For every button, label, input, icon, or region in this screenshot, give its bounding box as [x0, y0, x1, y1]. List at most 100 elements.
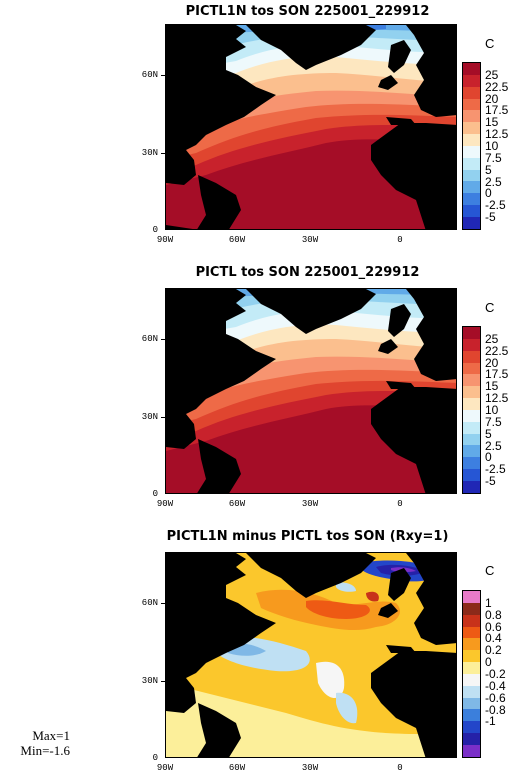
colorbar-swatch: [463, 398, 480, 410]
colorbar-swatch: [463, 445, 480, 458]
colorbar-swatch: [463, 480, 480, 493]
colorbar-swatch: [463, 74, 480, 87]
colorbar-swatch: [463, 193, 480, 206]
colorbar-swatch: [463, 157, 480, 170]
colorbar-label: -0.2: [485, 667, 506, 681]
panel-1-unit: C: [485, 36, 495, 51]
panel-3-lat-60n: 60N: [141, 598, 158, 608]
panel-3-unit: C: [485, 563, 495, 578]
colorbar-label: -0.6: [485, 690, 506, 705]
panel-2-ytick-60: [161, 339, 165, 340]
colorbar-label: 1: [485, 595, 492, 610]
colorbar-label: -2.5: [485, 462, 506, 477]
colorbar-swatch: [463, 98, 480, 111]
colorbar-swatch: [463, 433, 480, 446]
panel-3-lon-90w: 90W: [156, 763, 174, 773]
panel-3-map: [165, 552, 457, 758]
panel-1-lon-0: 0: [397, 235, 403, 245]
panel-2-lon-90w: 90W: [156, 499, 174, 509]
panel-2-lat-0: 0: [152, 489, 158, 499]
colorbar-label: 15: [485, 115, 499, 130]
colorbar-swatch: [463, 638, 480, 651]
colorbar-label: 0: [485, 655, 492, 670]
panel-1-lon-30w: 30W: [301, 235, 319, 245]
colorbar-swatch: [463, 205, 480, 217]
colorbar-swatch: [463, 457, 480, 470]
panel-3-ytick-60: [161, 603, 165, 604]
panel-3-lon-60w: 60W: [228, 763, 246, 773]
colorbar-swatch: [463, 614, 480, 627]
colorbar-swatch: [463, 626, 480, 639]
colorbar-swatch: [463, 469, 480, 481]
colorbar-swatch: [463, 181, 480, 194]
panel-1-lat-0: 0: [152, 225, 158, 235]
panel-2-colorbar: [462, 326, 481, 494]
colorbar-label: -5: [485, 474, 496, 489]
colorbar-label: 17.5: [485, 103, 509, 118]
colorbar-label: 12.5: [485, 127, 509, 142]
panel-1-colorbar: [462, 62, 481, 230]
colorbar-label: 12.5: [485, 391, 509, 406]
colorbar-label: 2.5: [485, 174, 502, 189]
panel-3-difference-field: [166, 553, 456, 757]
colorbar-label: -0.8: [485, 702, 506, 717]
colorbar-swatch: [463, 697, 480, 710]
colorbar-label: 10: [485, 403, 499, 417]
colorbar-swatch: [463, 327, 480, 339]
panel-3-title: PICTL1N minus PICTL tos SON (Rxy=1): [166, 529, 449, 544]
colorbar-label: 15: [485, 379, 499, 394]
colorbar-swatch: [463, 110, 480, 123]
panel-3-ytick-30: [161, 681, 165, 682]
colorbar-label: 7.5: [485, 414, 502, 429]
max-value: Max=1: [32, 728, 70, 743]
colorbar-swatch: [463, 591, 480, 603]
panel-2-lon-30w: 30W: [301, 499, 319, 509]
colorbar-swatch: [463, 86, 480, 99]
colorbar-swatch: [463, 709, 480, 722]
panel-2-lat-30n: 30N: [141, 412, 158, 422]
panel-1-title: PICTL1N tos SON 225001_229912: [185, 4, 430, 19]
colorbar-swatch: [463, 673, 480, 686]
colorbar-swatch: [463, 134, 480, 146]
panel-1-map: [165, 24, 457, 230]
colorbar-label: 0.8: [485, 607, 502, 622]
colorbar-swatch: [463, 122, 480, 135]
colorbar-label: 10: [485, 139, 499, 153]
colorbar-label: 0.4: [485, 631, 502, 646]
panel-2-ytick-30: [161, 417, 165, 418]
colorbar-label: 0: [485, 450, 492, 465]
panel-1-lon-60w: 60W: [228, 235, 246, 245]
panel-2-lon-0: 0: [397, 499, 403, 509]
colorbar-swatch: [463, 721, 480, 734]
panel-3-lat-0: 0: [152, 753, 158, 763]
colorbar-swatch: [463, 145, 480, 158]
colorbar-swatch: [463, 169, 480, 182]
colorbar-swatch: [463, 650, 480, 663]
panel-1-ytick-60: [161, 75, 165, 76]
colorbar-label: -2.5: [485, 198, 506, 213]
panel-1-lat-30n: 30N: [141, 148, 158, 158]
panel-3-lat-30n: 30N: [141, 676, 158, 686]
panel-2-unit: C: [485, 300, 495, 315]
panel-3-lon-0: 0: [397, 763, 403, 773]
colorbar-swatch: [463, 421, 480, 434]
colorbar-label: 22.5: [485, 343, 509, 358]
colorbar-label: 2.5: [485, 438, 502, 453]
panel-3-colorbar: [462, 590, 481, 758]
colorbar-label: 5: [485, 426, 492, 441]
colorbar-label: -5: [485, 210, 496, 225]
colorbar-swatch: [463, 409, 480, 422]
panel-1-sst-field: [166, 25, 456, 229]
colorbar-swatch: [463, 63, 480, 75]
panel-2-sst-field: [166, 289, 456, 493]
colorbar-label: -0.4: [485, 678, 506, 693]
panel-1-ytick-30: [161, 153, 165, 154]
colorbar-swatch: [463, 733, 480, 745]
colorbar-label: 0.2: [485, 643, 502, 658]
colorbar-label: -1: [485, 714, 496, 729]
colorbar-swatch: [463, 744, 480, 757]
panel-3-lon-30w: 30W: [301, 763, 319, 773]
panel-2-title: PICTL tos SON 225001_229912: [195, 265, 420, 280]
colorbar-label: 0: [485, 186, 492, 201]
colorbar-label: 22.5: [485, 79, 509, 94]
